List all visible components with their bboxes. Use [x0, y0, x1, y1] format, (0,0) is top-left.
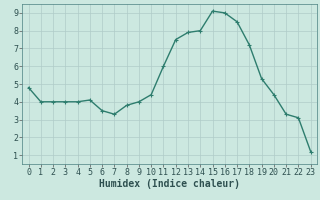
X-axis label: Humidex (Indice chaleur): Humidex (Indice chaleur) [99, 179, 240, 189]
